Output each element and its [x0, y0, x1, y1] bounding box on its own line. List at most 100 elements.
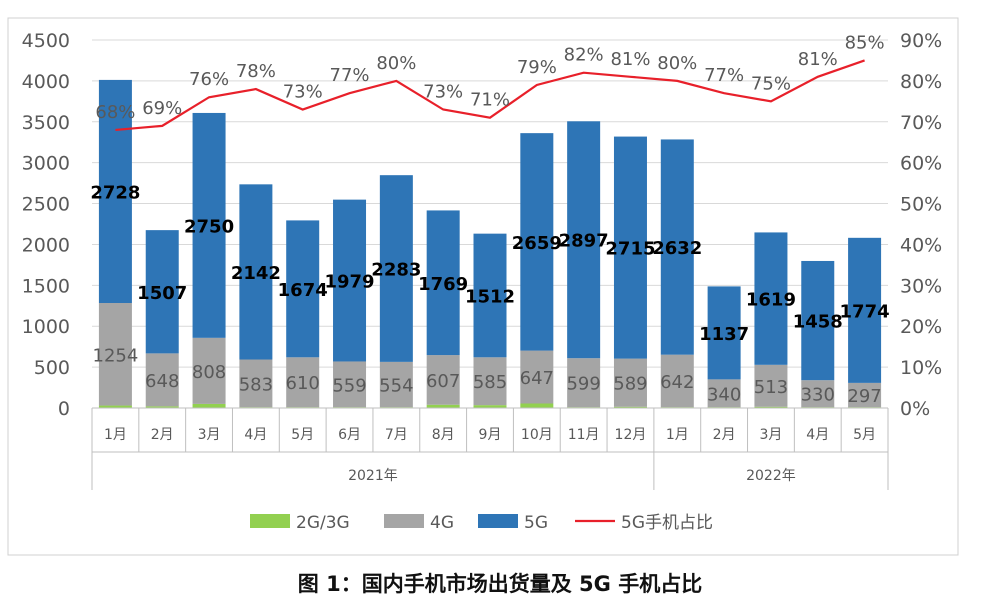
bar-5g: [473, 233, 507, 358]
x-tick-label: 10月: [521, 427, 553, 443]
bar-label-5g: 2283: [371, 260, 421, 281]
ratio-label: 77%: [330, 65, 370, 86]
bar-label-4g: 340: [707, 384, 741, 405]
ratio-label: 75%: [751, 73, 791, 94]
bar-label-5g: 2715: [605, 239, 655, 260]
bar-2g3g: [520, 403, 554, 408]
bar-label-4g: 648: [145, 371, 179, 392]
bar-label-5g: 2728: [90, 182, 140, 203]
legend-label: 5G手机占比: [621, 513, 713, 533]
bar-label-4g: 1254: [93, 345, 139, 366]
ratio-label: 79%: [517, 57, 557, 78]
ratio-label: 78%: [236, 61, 276, 82]
bar-4g: [426, 355, 460, 405]
bar-4g: [801, 380, 835, 408]
x-tick-label: 2月: [151, 427, 174, 443]
bar-label-4g: 513: [754, 377, 788, 398]
bar-2g3g: [98, 405, 132, 408]
bar-label-5g: 1458: [793, 312, 843, 333]
right-y-tick-label: 50%: [900, 194, 942, 216]
right-y-tick-label: 70%: [900, 112, 942, 134]
ratio-label: 81%: [798, 49, 838, 70]
bar-5g: [848, 237, 882, 383]
bar-4g: [98, 302, 132, 406]
bar-label-5g: 1512: [465, 286, 515, 307]
bar-label-4g: 647: [520, 368, 554, 389]
x-tick-label: 1月: [666, 427, 689, 443]
x-tick-label: 7月: [385, 427, 408, 443]
bar-4g: [239, 359, 273, 408]
bar-4g: [379, 361, 413, 408]
legend-swatch: [478, 514, 518, 528]
x-tick-label: 12月: [615, 427, 647, 443]
bar-label-5g: 1774: [840, 301, 890, 322]
bar-4g: [333, 361, 367, 408]
ratio-data-labels: 68% 69% 76% 78% 73% 77% 80% 73% 71% 79% 82% 81% 80% 7…: [95, 32, 884, 123]
bar-5g: [707, 286, 741, 380]
right-y-tick-label: 10%: [900, 357, 942, 379]
ratio-label: 80%: [376, 53, 416, 74]
bar-label-4g: 583: [239, 374, 273, 395]
bar-5g: [239, 184, 273, 360]
x-tick-label: 3月: [759, 427, 782, 443]
bar-label-4g: 610: [286, 373, 320, 394]
bar-5g: [613, 136, 647, 359]
bar-4g: [192, 337, 226, 404]
ratio-label: 73%: [283, 82, 323, 103]
right-y-axis: 0% 10% 20% 30% 40% 50% 60% 70% 80% 90%: [900, 30, 942, 420]
left-y-tick-label: 3000: [22, 153, 70, 175]
left-y-tick-label: 4000: [22, 71, 70, 93]
left-y-axis: 0 500 1000 1500 2000 2500 3000 3500 4000 4500: [22, 30, 70, 420]
bar-4g: [754, 364, 788, 407]
bar-label-4g: 808: [192, 362, 226, 383]
ratio-line-series: [115, 59, 865, 132]
x-tick-label: 8月: [432, 427, 455, 443]
bar-label-5g: 2897: [559, 231, 609, 252]
bar-4g: [567, 358, 601, 408]
ratio-label: 76%: [189, 69, 229, 90]
bar-label-5g: 2142: [231, 263, 281, 284]
bar-5g: [333, 199, 367, 362]
bar-5g: [754, 232, 788, 365]
bar-5g: [426, 210, 460, 356]
bar-5g: [660, 139, 694, 355]
ratio-label: 82%: [564, 45, 604, 66]
bar-2g3g: [754, 406, 788, 408]
x-tick-label: 3月: [198, 427, 221, 443]
x-tick-label: 5月: [291, 427, 314, 443]
bar-label-4g: 330: [801, 385, 835, 406]
right-y-tick-label: 20%: [900, 316, 942, 338]
legend-label: 5G: [524, 513, 548, 533]
stacked-bars: [98, 79, 882, 408]
ratio-label: 68%: [95, 102, 135, 123]
bar-label-5g: 2750: [184, 216, 234, 237]
bar-2g3g: [426, 404, 460, 408]
x-tick-label: 11月: [568, 427, 600, 443]
bar-label-5g: 1619: [746, 290, 796, 311]
x-tick-label: 4月: [244, 427, 267, 443]
right-y-tick-label: 90%: [900, 30, 942, 52]
left-y-tick-label: 2500: [22, 194, 70, 216]
bar-5g: [98, 79, 132, 303]
bar-2g3g: [473, 405, 507, 408]
right-y-tick-label: 30%: [900, 275, 942, 297]
right-y-tick-label: 60%: [900, 153, 942, 175]
bar-label-5g: 1137: [699, 324, 749, 345]
right-y-tick-label: 80%: [900, 71, 942, 93]
ratio-label: 85%: [845, 32, 885, 53]
legend-swatch: [250, 514, 290, 528]
bar-label-4g: 585: [473, 372, 507, 393]
bar-5g: [192, 112, 226, 338]
ratio-label: 77%: [704, 65, 744, 86]
bar-label-5g: 2632: [652, 238, 702, 259]
bar-value-labels: 1254 2728 648 1507 808 2750 583 2142 610 1674 559 1…: [90, 182, 889, 407]
bar-4g: [848, 382, 882, 408]
x-axis: 1月 2月 3月 4月 5月 6月 7月 8月 9月 10月 11月 12月 1月 2月 3月 4月 5月 202…: [91, 407, 889, 490]
x-tick-label: 1月: [104, 427, 127, 443]
left-y-tick-label: 4500: [22, 30, 70, 52]
ratio-label: 81%: [610, 49, 650, 70]
left-y-tick-label: 1500: [22, 275, 70, 297]
bar-label-5g: 1769: [418, 274, 468, 295]
figure-caption: 图 1：国内手机市场出货量及 5G 手机占比: [297, 572, 703, 596]
